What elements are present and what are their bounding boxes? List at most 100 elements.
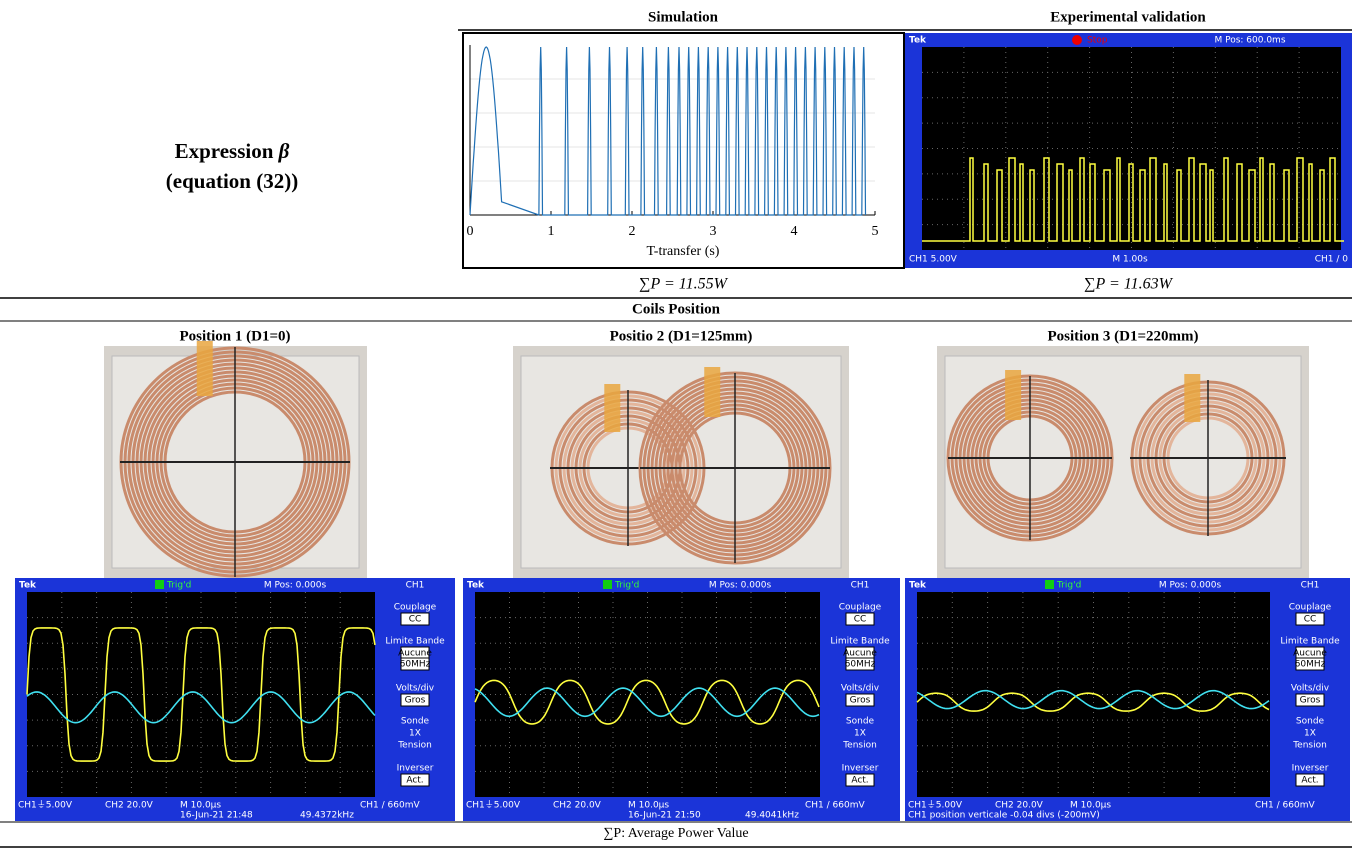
scope-text: M 10.0µs — [628, 801, 669, 811]
stop-indicator — [1072, 35, 1082, 45]
tape — [604, 384, 620, 432]
scope-text: CH1⏚5.00V — [18, 800, 73, 811]
column-header: Experimental validation — [1050, 9, 1206, 25]
scope-text: CH1⏚5.00V — [908, 800, 963, 811]
scope-text: Volts/div — [841, 684, 880, 694]
section-header: Coils Position — [632, 301, 721, 317]
scope-text: Inverser — [397, 764, 434, 774]
scope-text: CC — [854, 615, 867, 625]
scope-text: M Pos: 0.000s — [1159, 581, 1222, 591]
sim-plot-frame — [463, 33, 904, 268]
x-tick-label: 1 — [548, 224, 555, 239]
scope-text: Limite Bande — [385, 637, 445, 647]
footnote: ∑P: Average Power Value — [603, 826, 748, 841]
scope-text: Gros — [1300, 696, 1321, 706]
scope-text: CH1 5.00V — [909, 255, 958, 265]
scope-text: Inverser — [842, 764, 879, 774]
scope-text: Tension — [842, 741, 877, 751]
scope-text: Act. — [851, 776, 868, 786]
scope-text: Tension — [1292, 741, 1327, 751]
position-label: Positio 2 (D1=125mm) — [610, 328, 753, 344]
scope-text: Tension — [397, 741, 432, 751]
scope-text: CH1⏚5.00V — [466, 800, 521, 811]
scope-text: Volts/div — [1291, 684, 1330, 694]
scope-text: M 10.0µs — [1070, 801, 1111, 811]
tape — [704, 367, 720, 417]
scope-text: M Pos: 600.0ms — [1214, 36, 1285, 46]
x-tick-label: 0 — [467, 224, 474, 239]
tape — [197, 341, 213, 396]
x-tick-label: 5 — [872, 224, 879, 239]
scope-text: Aucune — [843, 649, 877, 659]
column-header: Simulation — [648, 9, 719, 25]
figure-table: Simulation Experimental validation Expre… — [0, 0, 1352, 849]
scope-text: 1X — [1304, 729, 1316, 739]
x-axis-label: T-transfer (s) — [647, 244, 720, 259]
scope-text: 60MHz — [1295, 660, 1326, 670]
scope-text: M 10.0µs — [180, 801, 221, 811]
trig-icon — [1045, 580, 1054, 589]
scope-text: CH2 20.0V — [553, 801, 602, 811]
scope-text: Tek — [909, 36, 927, 46]
scope-text: CH1 — [406, 581, 425, 591]
scope-text: Trig'd — [614, 581, 639, 591]
trig-icon — [155, 580, 164, 589]
scope-text: CH1 ∕ 660mV — [805, 801, 865, 811]
scope-text: Tek — [19, 581, 37, 591]
scope-text: Volts/div — [396, 684, 435, 694]
row-label: (equation (32)) — [166, 169, 298, 193]
scope-text: M Pos: 0.000s — [264, 581, 327, 591]
scope-text: CH1 position verticale -0.04 divs (-200m… — [908, 811, 1100, 821]
scope-text: Act. — [406, 776, 423, 786]
scope-text: CH1 ∕ 660mV — [1255, 801, 1315, 811]
scope-text: 1X — [854, 729, 866, 739]
scope-text: 60MHz — [845, 660, 876, 670]
scope-text: 49.4372kHz — [300, 811, 354, 821]
x-tick-label: 2 — [629, 224, 636, 239]
scope-text: Stop — [1087, 36, 1108, 46]
scope-text: CC — [1304, 615, 1317, 625]
scope-text: CH1 ∕ 660mV — [360, 801, 420, 811]
scope-text: Trig'd — [1056, 581, 1081, 591]
scope-text: CH1 — [851, 581, 870, 591]
power-value: ∑P = 11.55W — [639, 276, 729, 293]
page: Simulation Experimental validation Expre… — [0, 0, 1352, 849]
scope-text: Limite Bande — [830, 637, 890, 647]
scope-text: Act. — [1301, 776, 1318, 786]
scope-text: Aucune — [1293, 649, 1327, 659]
scope-text: CH2 20.0V — [995, 801, 1044, 811]
scope-text: 49.4041kHz — [745, 811, 799, 821]
row-label-symbol: β — [278, 139, 290, 163]
scope-text: Sonde — [1296, 717, 1325, 727]
position-label: Position 3 (D1=220mm) — [1047, 328, 1198, 344]
x-tick-label: 3 — [710, 224, 717, 239]
row-label-text: Expression — [175, 139, 274, 163]
tape — [1184, 374, 1200, 422]
row-label: Expression β — [175, 139, 290, 163]
scope-text: Gros — [850, 696, 871, 706]
scope-text: CC — [409, 615, 422, 625]
scope-text: Couplage — [839, 603, 882, 613]
scope-text: 16-Jun-21 21:50 — [628, 811, 701, 821]
scope-text: Tek — [909, 581, 927, 591]
scope-text: 1X — [409, 729, 421, 739]
scope-text: Aucune — [398, 649, 432, 659]
scope-text: Couplage — [394, 603, 437, 613]
scope-text: Trig'd — [166, 581, 191, 591]
scope-text: 16-Jun-21 21:48 — [180, 811, 253, 821]
scope-text: Inverser — [1292, 764, 1329, 774]
scope-text: Couplage — [1289, 603, 1332, 613]
scope-text: Sonde — [401, 717, 430, 727]
scope-text: CH2 20.0V — [105, 801, 154, 811]
x-tick-label: 4 — [791, 224, 798, 239]
tape — [1005, 370, 1021, 420]
position-label: Position 1 (D1=0) — [179, 328, 290, 344]
scope-text: Sonde — [846, 717, 875, 727]
scope-text: CH1 ∕ 0 — [1315, 255, 1349, 265]
scope-text: Limite Bande — [1280, 637, 1340, 647]
scope-text: Gros — [405, 696, 426, 706]
scope-text: CH1 — [1301, 581, 1320, 591]
power-value: ∑P = 11.63W — [1084, 276, 1174, 293]
scope-text: M 1.00s — [1112, 255, 1148, 265]
scope-text: 60MHz — [400, 660, 431, 670]
